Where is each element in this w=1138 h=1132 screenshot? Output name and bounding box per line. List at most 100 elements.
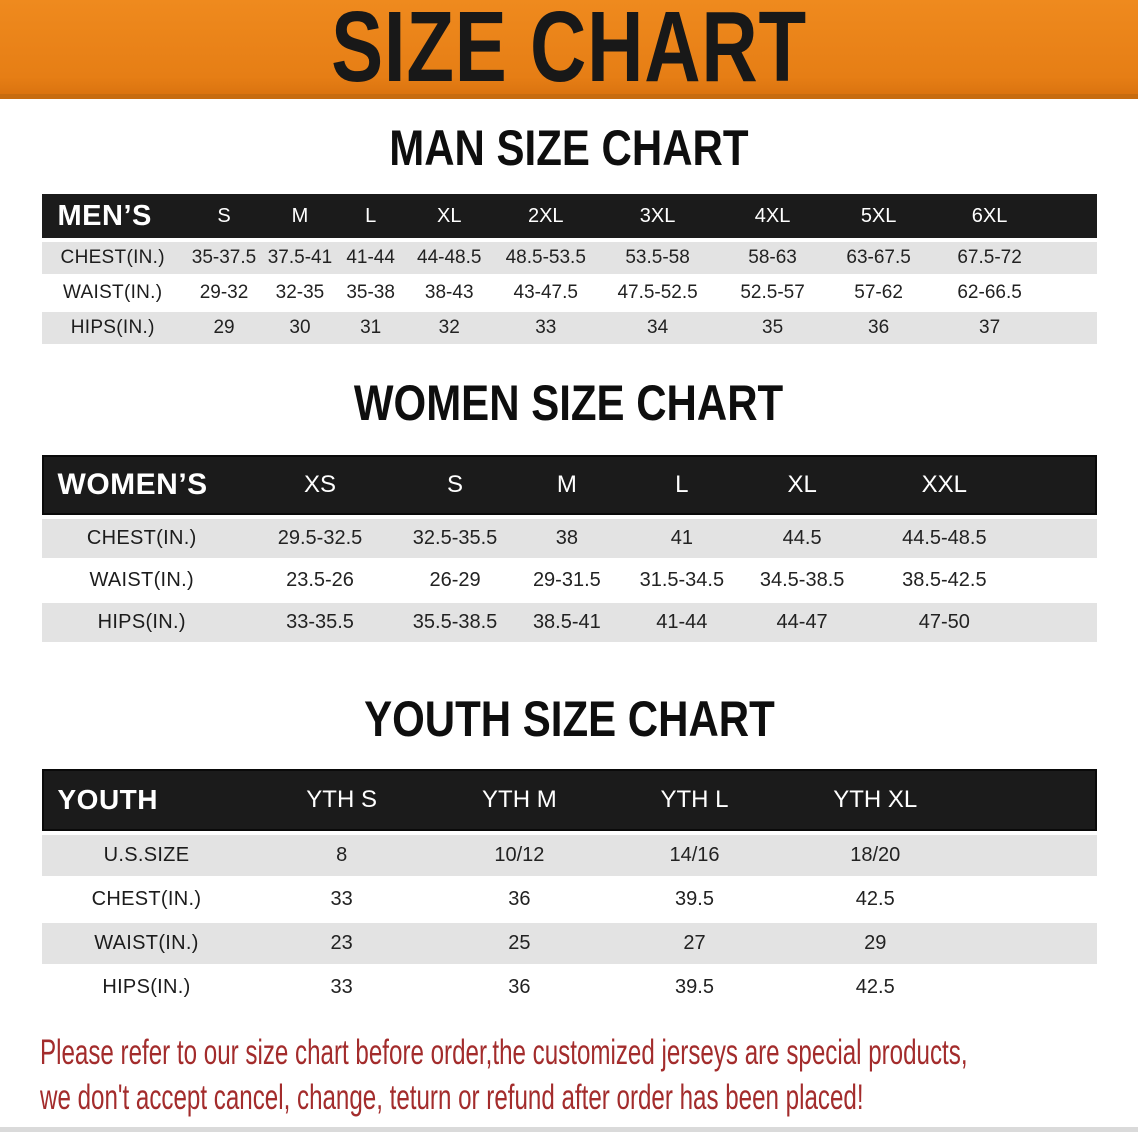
note-line-1: Please refer to our size chart before or… (40, 1033, 968, 1072)
size-value-cell: 31.5-34.5 (639, 569, 725, 591)
size-value-cell: 29-32 (199, 282, 249, 303)
size-column-header: 4XL (754, 204, 791, 227)
measure-row-label: WAIST(IN.) (63, 282, 163, 303)
men-table-header-row: MEN’S S M L XL 2XL 3XL 4XL 5XL 6XL (41, 194, 1097, 238)
size-value-cell: 29.5-32.5 (277, 527, 363, 549)
size-value-cell: 38.5-41 (532, 611, 601, 633)
size-column-header: M (291, 204, 309, 227)
youth-size-table: YOUTH YTH S YTH M YTH L YTH XL U.S.SIZE … (41, 769, 1097, 1008)
size-value-cell: 57-62 (854, 282, 903, 303)
banner: SIZE CHART (0, 0, 1138, 99)
size-value-cell: 29 (213, 317, 235, 338)
measure-row-label: U.S.SIZE (103, 844, 190, 866)
size-value-cell: 33 (330, 976, 353, 998)
size-value-cell: 32.5-35.5 (412, 527, 498, 549)
size-value-cell: 44.5-48.5 (902, 527, 987, 549)
size-column-header: YTH XL (833, 786, 918, 813)
size-value-cell: 35.5-38.5 (412, 611, 498, 633)
youth-section: YOUTH SIZE CHART YOUTH YTH S YTH M YTH L… (0, 691, 1138, 1008)
size-column-header: YTH L (660, 786, 729, 813)
size-value-cell: 35-37.5 (191, 247, 257, 268)
size-value-cell: 23 (330, 932, 353, 954)
size-value-cell: 25 (508, 932, 531, 954)
size-value-cell: 67.5-72 (957, 247, 1022, 268)
women-waist-row: WAIST(IN.) 23.5-26 26-29 29-31.5 31.5-34… (41, 561, 1097, 600)
size-value-cell: 32-35 (275, 282, 325, 303)
size-value-cell: 34 (647, 317, 669, 338)
youth-heading-text: YOUTH SIZE CHART (363, 691, 775, 747)
size-value-cell: 35-38 (346, 282, 395, 303)
women-size-table: WOMEN’S XS S M L XL XXL CHEST(IN.) 29.5-… (41, 455, 1097, 642)
size-value-cell: 29-31.5 (532, 569, 601, 591)
women-table-corner-label: WOMEN’S (57, 468, 208, 501)
banner-title: SIZE CHART (331, 0, 807, 103)
size-value-cell: 48.5-53.5 (505, 247, 586, 268)
size-value-cell: 26-29 (429, 569, 481, 591)
size-value-cell: 27 (683, 932, 706, 954)
size-value-cell: 38.5-42.5 (902, 569, 987, 591)
size-value-cell: 42.5 (855, 888, 895, 910)
youth-waist-row: WAIST(IN.) 23 25 27 29 (41, 923, 1097, 964)
men-table-corner-label: MEN’S (57, 199, 152, 232)
size-value-cell: 47.5-52.5 (617, 282, 698, 303)
size-column-header: 3XL (639, 204, 676, 227)
size-column-header: L (365, 204, 377, 227)
youth-ussize-row: U.S.SIZE 8 10/12 14/16 18/20 (41, 835, 1097, 876)
order-policy-note: Please refer to our size chart before or… (40, 1030, 1138, 1120)
size-value-cell: 8 (336, 844, 348, 866)
men-section: MAN SIZE CHART MEN’S S M L XL 2XL 3XL 4X… (0, 120, 1138, 344)
youth-table-corner-label: YOUTH (57, 784, 158, 815)
size-value-cell: 36 (508, 888, 531, 910)
measure-row-label: WAIST(IN.) (94, 932, 199, 954)
size-column-header: L (675, 471, 689, 498)
size-value-cell: 30 (289, 317, 311, 338)
size-column-header: 5XL (860, 204, 897, 227)
size-value-cell: 35 (762, 317, 784, 338)
size-value-cell: 42.5 (855, 976, 895, 998)
measure-row-label: CHEST(IN.) (91, 888, 202, 910)
size-value-cell: 29 (864, 932, 887, 954)
size-value-cell: 43-47.5 (513, 282, 578, 303)
size-column-header: XL (437, 204, 462, 227)
size-column-header: YTH S (306, 786, 377, 813)
size-value-cell: 38 (555, 527, 578, 549)
measure-row-label: WAIST(IN.) (89, 569, 194, 591)
size-value-cell: 14/16 (669, 844, 720, 866)
size-value-cell: 18/20 (850, 844, 901, 866)
men-waist-row: WAIST(IN.) 29-32 32-35 35-38 38-43 43-47… (41, 277, 1097, 309)
size-value-cell: 44.5 (782, 527, 822, 549)
size-value-cell: 62-66.5 (957, 282, 1022, 303)
size-value-cell: 41-44 (346, 247, 395, 268)
men-heading-text: MAN SIZE CHART (389, 120, 749, 176)
size-value-cell: 41 (670, 527, 693, 549)
men-heading: MAN SIZE CHART (0, 120, 1138, 176)
men-hips-row: HIPS(IN.) 29 30 31 32 33 34 35 36 37 (41, 312, 1097, 344)
size-value-cell: 33 (535, 317, 557, 338)
size-value-cell: 33-35.5 (286, 611, 354, 633)
men-chest-row: CHEST(IN.) 35-37.5 37.5-41 41-44 44-48.5… (41, 242, 1097, 274)
size-column-header: 2XL (527, 204, 564, 227)
size-value-cell: 39.5 (675, 888, 714, 910)
size-value-cell: 10/12 (494, 844, 545, 866)
women-heading: WOMEN SIZE CHART (0, 375, 1138, 431)
measure-row-label: HIPS(IN.) (70, 317, 155, 338)
size-column-header: XS (303, 471, 336, 498)
measure-row-label: HIPS(IN.) (102, 976, 191, 998)
women-heading-text: WOMEN SIZE CHART (354, 375, 784, 431)
size-value-cell: 32 (438, 317, 460, 338)
youth-heading: YOUTH SIZE CHART (0, 691, 1138, 747)
size-value-cell: 36 (868, 317, 890, 338)
size-column-header: S (217, 204, 231, 227)
size-value-cell: 63-67.5 (846, 247, 911, 268)
women-chest-row: CHEST(IN.) 29.5-32.5 32.5-35.5 38 41 44.… (41, 519, 1097, 558)
women-table-header-row: WOMEN’S XS S M L XL XXL (41, 455, 1097, 515)
note-line-2: we don't accept cancel, change, teturn o… (40, 1078, 864, 1117)
size-value-cell: 53.5-58 (625, 247, 690, 268)
size-value-cell: 39.5 (675, 976, 714, 998)
women-section: WOMEN SIZE CHART WOMEN’S XS S M L XL XXL… (0, 375, 1138, 642)
size-value-cell: 33 (330, 888, 353, 910)
men-size-table: MEN’S S M L XL 2XL 3XL 4XL 5XL 6XL CHEST… (41, 194, 1097, 344)
youth-table-header-row: YOUTH YTH S YTH M YTH L YTH XL (41, 769, 1097, 831)
size-value-cell: 44-47 (776, 611, 828, 633)
size-column-header: M (556, 471, 577, 498)
